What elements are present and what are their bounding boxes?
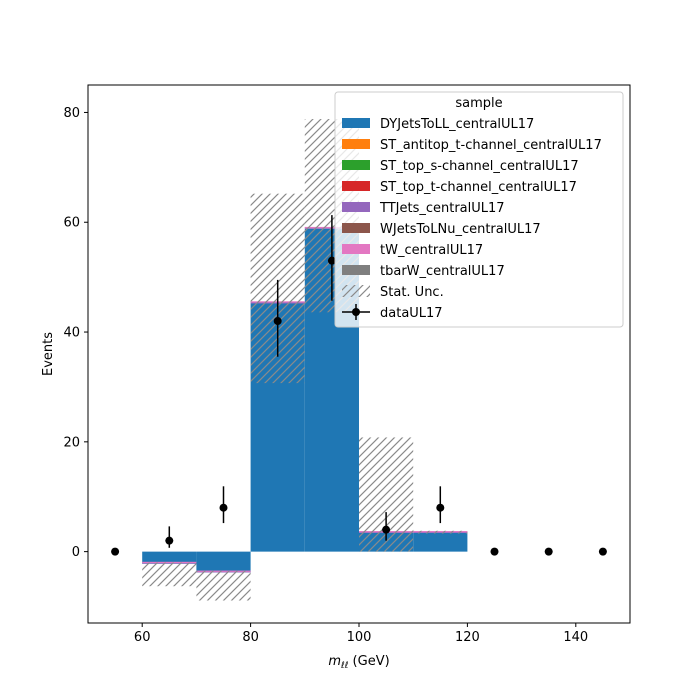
legend-label-6: tW_centralUL17: [380, 243, 483, 258]
data-points-layer: [111, 215, 607, 556]
x-tick-label-120: 120: [455, 630, 480, 645]
legend: sample DYJetsToLL_centralUL17 ST_antitop_t…: [334, 91, 624, 328]
data-point-4: [327, 256, 336, 265]
bar-dyjetstoll-centralul17-bin-5: [413, 532, 468, 552]
legend-swatch-0: [342, 118, 370, 128]
legend-label-2: ST_top_s-channel_centralUL17: [380, 159, 579, 174]
stat-unc-bin-5: [413, 530, 468, 534]
data-point-6: [436, 503, 445, 512]
bar-tw-centralul17-bin-0: [142, 561, 197, 563]
legend-label-5: WJetsToLNu_centralUL17: [380, 222, 541, 237]
data-point-0: [111, 547, 120, 556]
legend-label-1: ST_antitop_t-channel_centralUL17: [380, 138, 602, 153]
stat-unc-bin-0: [142, 562, 197, 587]
y-tick-label-20: 20: [63, 435, 80, 450]
bar-dyjetstoll-centralul17-bin-1: [196, 551, 251, 573]
data-point-5: [382, 525, 391, 534]
legend-swatch-7: [342, 265, 370, 275]
data-point-3: [273, 317, 282, 326]
legend-label-4: TTJets_centralUL17: [379, 201, 505, 216]
legend-swatch-1: [342, 139, 370, 149]
legend-label-data: dataUL17: [380, 306, 443, 321]
legend-label-stat-unc: Stat. Unc.: [380, 285, 444, 300]
data-point-9: [598, 547, 607, 556]
legend-label-3: ST_top_t-channel_centralUL17: [380, 180, 577, 195]
x-tick-label-60: 60: [134, 630, 151, 645]
legend-swatch-5: [342, 223, 370, 233]
data-point-8: [544, 547, 553, 556]
legend-label-0: DYJetsToLL_centralUL17: [380, 117, 534, 132]
x-tick-label-80: 80: [242, 630, 259, 645]
data-point-7: [490, 547, 499, 556]
legend-label-7: tbarW_centralUL17: [380, 264, 505, 279]
axes-layer: 60 80 100 120 140 0 20 40 60 80: [63, 106, 588, 645]
legend-swatch-stat-unc: [342, 285, 370, 297]
data-point-1: [165, 536, 174, 545]
legend-box: [334, 91, 624, 328]
x-tick-label-100: 100: [347, 630, 372, 645]
y-tick-label-80: 80: [63, 106, 80, 121]
legend-swatch-4: [342, 202, 370, 212]
x-axis-label: mℓℓ (GeV): [328, 654, 389, 671]
legend-swatch-2: [342, 160, 370, 170]
y-axis-label: Events: [41, 332, 56, 376]
x-tick-label-140: 140: [563, 630, 588, 645]
legend-swatch-3: [342, 181, 370, 191]
y-tick-label-0: 0: [72, 545, 80, 560]
stat-unc-bin-1: [196, 570, 251, 601]
legend-title: sample: [455, 96, 502, 111]
data-point-2: [219, 503, 228, 512]
legend-swatch-6: [342, 244, 370, 254]
legend-marker-data: [352, 308, 360, 316]
y-tick-label-60: 60: [63, 216, 80, 231]
bar-dyjetstoll-centralul17-bin-0: [142, 551, 197, 564]
y-tick-label-40: 40: [63, 326, 80, 341]
